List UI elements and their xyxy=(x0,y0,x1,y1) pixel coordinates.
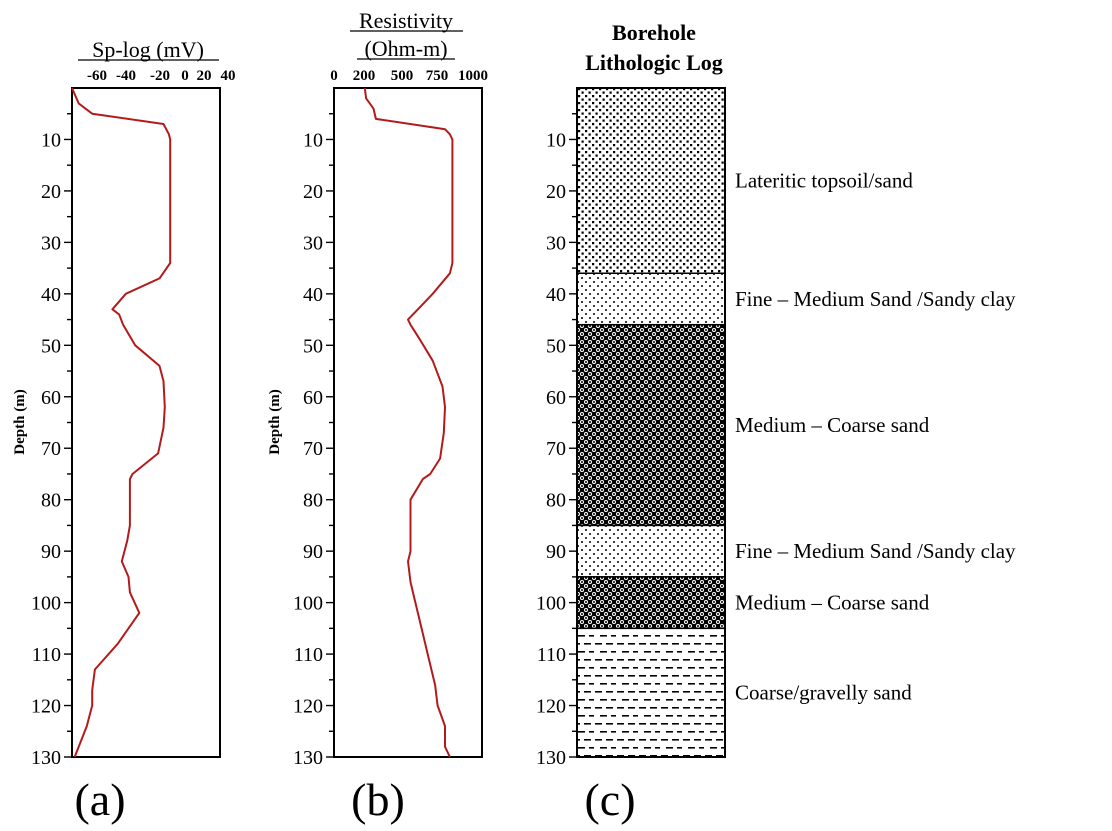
depth-tick-label: 10 xyxy=(546,129,566,151)
depth-tick-label: 90 xyxy=(303,541,323,563)
depth-tick-label: 20 xyxy=(41,181,61,203)
depth-tick-label: 120 xyxy=(31,696,61,718)
depth-tick-label: 60 xyxy=(546,387,566,409)
depth-tick-label: 120 xyxy=(293,696,323,718)
depth-tick-label: 70 xyxy=(546,438,566,460)
depth-tick-label: 60 xyxy=(41,387,61,409)
panel-b-y-axis: 10 20 30 40 50 60 70 80 90 100 110 120 130 xyxy=(293,113,334,769)
panel-b-x-tick-label: 1000 xyxy=(458,68,488,84)
panel-b-x-tick-label: 500 xyxy=(391,68,414,84)
lithology-layer xyxy=(576,524,726,578)
depth-tick-label: 50 xyxy=(303,335,323,357)
panel-c-y-axis: 10 20 30 40 50 60 70 80 90 100 110 120 130 xyxy=(536,113,577,769)
depth-tick-label: 30 xyxy=(41,232,61,254)
depth-tick-label: 40 xyxy=(546,284,566,306)
panel-a-x-tick-label: -40 xyxy=(116,68,136,84)
panel-a-x-tick-label: 20 xyxy=(197,68,212,84)
depth-tick-label: 130 xyxy=(293,747,323,769)
panel-c-title-line1: Borehole xyxy=(612,20,696,45)
panel-a-x-tick-labels: -60 -40 -20 0 20 40 xyxy=(87,68,236,84)
depth-tick-label: 70 xyxy=(303,438,323,460)
panel-a-title: Sp-log (mV) xyxy=(92,37,204,62)
depth-tick-label: 100 xyxy=(31,593,61,615)
depth-tick-label: 100 xyxy=(536,593,566,615)
depth-tick-label: 90 xyxy=(546,541,566,563)
panel-b-resistivity: Resistivity (Ohm-m) 0 200 500 750 1000 1… xyxy=(267,8,488,825)
lithology-layer-label: Medium – Coarse sand xyxy=(735,591,930,615)
lithology-layer-label: Lateritic topsoil/sand xyxy=(735,169,913,193)
lithology-layer xyxy=(576,627,726,758)
depth-tick-label: 100 xyxy=(293,593,323,615)
lithology-layer xyxy=(576,87,726,275)
depth-tick-label: 80 xyxy=(41,490,61,512)
depth-tick-label: 40 xyxy=(303,284,323,306)
depth-tick-label: 10 xyxy=(303,129,323,151)
lithology-labels: Lateritic topsoil/sand Fine – Medium Sand… xyxy=(735,169,1016,705)
panel-b-plot-frame xyxy=(333,87,483,758)
depth-tick-label: 130 xyxy=(31,747,61,769)
lithology-layer-label: Coarse/gravelly sand xyxy=(735,681,912,705)
depth-tick-label: 20 xyxy=(303,181,323,203)
depth-tick-label: 40 xyxy=(41,284,61,306)
panel-a-x-tick-label: 40 xyxy=(221,68,236,84)
depth-tick-label: 110 xyxy=(32,644,61,666)
lithology-layer-label: Fine – Medium Sand /Sandy clay xyxy=(735,287,1016,311)
depth-tick-label: 60 xyxy=(303,387,323,409)
depth-tick-label: 30 xyxy=(546,232,566,254)
panel-b-x-tick-label: 200 xyxy=(353,68,376,84)
panel-a-x-tick-label: 0 xyxy=(181,68,189,84)
lithology-layer-label: Medium – Coarse sand xyxy=(735,413,930,437)
lithology-layer xyxy=(576,272,726,326)
depth-tick-label: 50 xyxy=(546,335,566,357)
panel-a-label: (a) xyxy=(74,774,125,825)
panel-a-y-axis-label: Depth (m) xyxy=(12,389,28,454)
lithology-layer xyxy=(576,576,726,630)
depth-tick-label: 30 xyxy=(303,232,323,254)
panel-c-label: (c) xyxy=(584,774,635,825)
depth-tick-label: 50 xyxy=(41,335,61,357)
panel-b-x-tick-label: 750 xyxy=(426,68,449,84)
depth-tick-label: 80 xyxy=(303,490,323,512)
lithology-layer-label: Fine – Medium Sand /Sandy clay xyxy=(735,539,1016,563)
lithology-layer xyxy=(576,323,726,527)
panel-a-x-tick-label: -60 xyxy=(87,68,107,84)
panel-b-x-tick-labels: 0 200 500 750 1000 xyxy=(330,68,488,84)
panel-a-y-axis: 10 20 30 40 50 60 70 80 90 100 110 120 130 xyxy=(31,113,72,769)
panel-c-title-line2: Lithologic Log xyxy=(585,50,723,75)
sp-log-curve xyxy=(71,87,172,758)
depth-tick-label: 90 xyxy=(41,541,61,563)
panel-b-title-line1: Resistivity xyxy=(359,8,453,33)
lithology-layers xyxy=(576,87,726,758)
resistivity-curve xyxy=(363,87,454,758)
depth-tick-label: 110 xyxy=(294,644,323,666)
depth-tick-label: 20 xyxy=(546,181,566,203)
depth-tick-label: 110 xyxy=(537,644,566,666)
panel-a-sp-log: Sp-log (mV) -60 -40 -20 0 20 40 10 20 30 40… xyxy=(12,37,236,825)
depth-tick-label: 130 xyxy=(536,747,566,769)
depth-tick-label: 10 xyxy=(41,129,61,151)
panel-a-x-tick-label: -20 xyxy=(150,68,170,84)
panel-b-x-tick-label: 0 xyxy=(330,68,338,84)
panel-b-label: (b) xyxy=(351,774,405,825)
panel-b-y-axis-label: Depth (m) xyxy=(267,389,283,454)
depth-tick-label: 120 xyxy=(536,696,566,718)
panel-c-lithologic-log: Borehole Lithologic Log 10 20 30 40 50 60 70 80… xyxy=(536,20,1016,825)
depth-tick-label: 70 xyxy=(41,438,61,460)
panel-a-plot-frame xyxy=(71,87,221,758)
depth-tick-label: 80 xyxy=(546,490,566,512)
panel-b-title-line2: (Ohm-m) xyxy=(364,36,447,61)
